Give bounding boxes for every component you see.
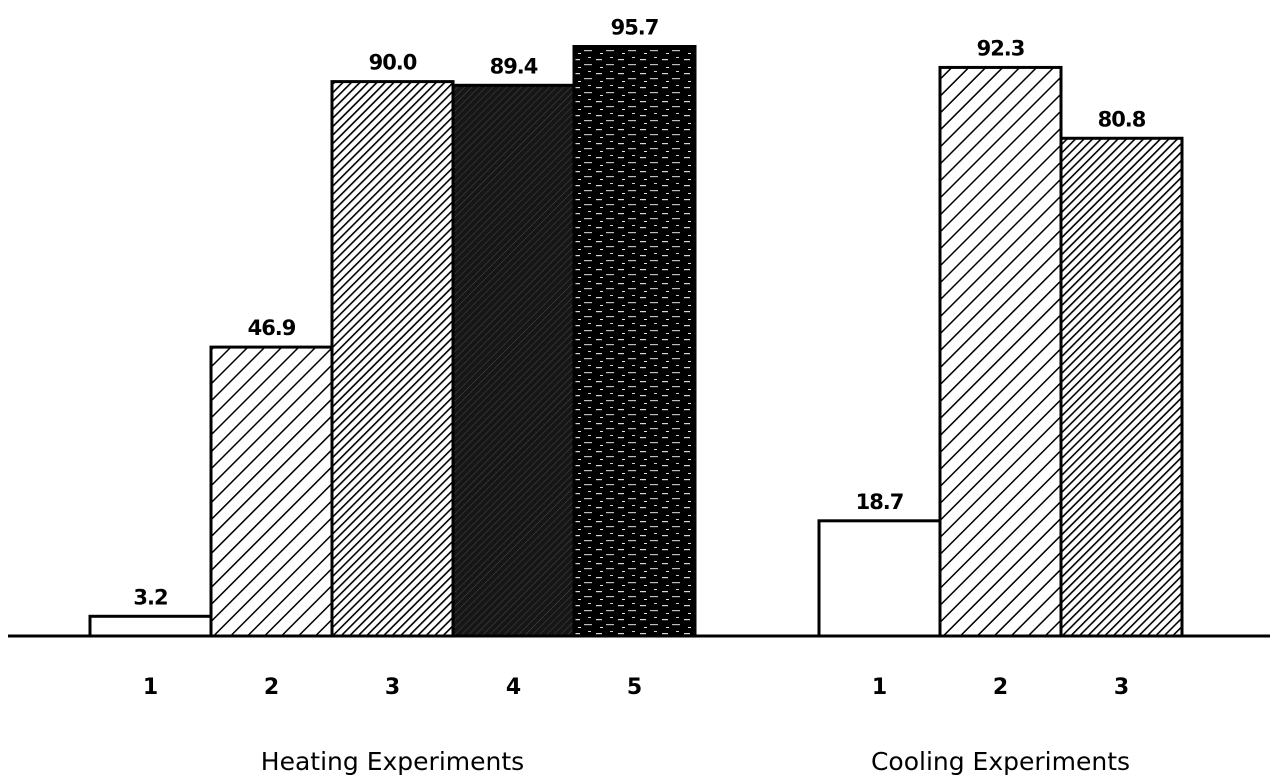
bar-group1-4 bbox=[451, 83, 576, 638]
value-label: 3.2 bbox=[133, 585, 167, 609]
bar-group2-1 bbox=[817, 519, 942, 638]
x-tick-label: 1 bbox=[872, 675, 887, 700]
group-label: Cooling Experiments bbox=[871, 747, 1130, 776]
value-label: 90.0 bbox=[369, 51, 417, 75]
x-tick-label: 1 bbox=[143, 675, 158, 700]
bar-group1-1 bbox=[88, 614, 213, 638]
x-tick-label: 4 bbox=[506, 675, 521, 700]
group-label: Heating Experiments bbox=[261, 747, 524, 776]
value-label: 46.9 bbox=[248, 316, 296, 340]
value-label: 89.4 bbox=[490, 54, 538, 78]
bar-group1-5 bbox=[572, 44, 697, 638]
x-tick-label: 2 bbox=[264, 675, 279, 700]
x-tick-label: 2 bbox=[993, 675, 1008, 700]
value-label: 18.7 bbox=[856, 490, 904, 514]
x-tick-label: 3 bbox=[385, 675, 400, 700]
bar-group1-2 bbox=[209, 345, 334, 638]
x-tick-label: 5 bbox=[627, 675, 642, 700]
bar-group2-3 bbox=[1059, 136, 1184, 638]
bar-group2-2 bbox=[938, 65, 1063, 638]
value-label: 80.8 bbox=[1098, 107, 1146, 131]
x-tick-label: 3 bbox=[1114, 675, 1129, 700]
bar-group1-3 bbox=[330, 80, 455, 638]
value-label: 92.3 bbox=[977, 36, 1025, 60]
value-label: 95.7 bbox=[611, 15, 659, 39]
